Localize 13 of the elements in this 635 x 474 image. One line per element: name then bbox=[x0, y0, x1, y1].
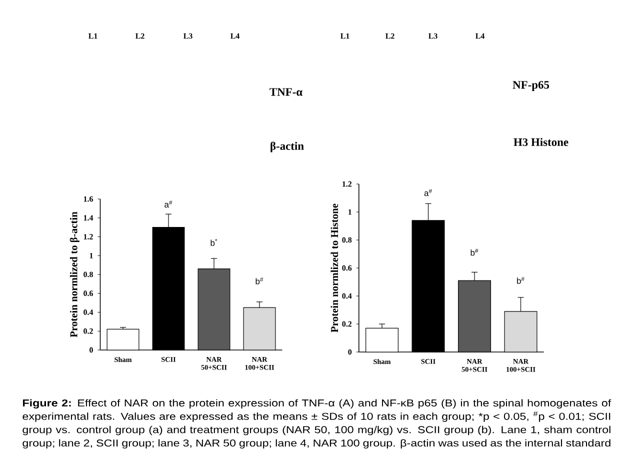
annotation: b$^{*}$ bbox=[210, 238, 218, 246]
text: Figure 2: Effect of NAR on the protein expression of TNF-α (A) and NF-κB p65 (B) in the spinal homogenates of experimental rats. Values are expressed as the means ± SDs of 10 rats in each group; *p < 0.05, $^{#}$p < 0.01; SCII group vs. control group (a) and treatment groups (NAR 50, 100 mg/kg) vs. SCII group (b). Lane 1, sham control group; lane 2, SCII group; lane 3, NAR 50 group; lane 4, NAR 100 group. β-actin was used as the internal standard bbox=[22, 399, 612, 449]
text: H3 Histone bbox=[514, 138, 568, 146]
annotation: b$^{#}$ bbox=[517, 276, 524, 284]
y-axis-title: Protein normlized to β-actin bbox=[70, 212, 80, 338]
y-axis-title: Protein normlized to Histone bbox=[330, 204, 338, 332]
text: β-actin bbox=[270, 142, 304, 152]
text: TNF-α bbox=[270, 88, 302, 96]
annotation: a$^{#}$ bbox=[164, 200, 172, 208]
annotation: b$^{#}$ bbox=[256, 277, 264, 284]
text: NF-p65 bbox=[512, 80, 550, 92]
annotation: b$^{#}$ bbox=[470, 248, 478, 256]
annotation: a$^{#}$ bbox=[424, 189, 432, 196]
